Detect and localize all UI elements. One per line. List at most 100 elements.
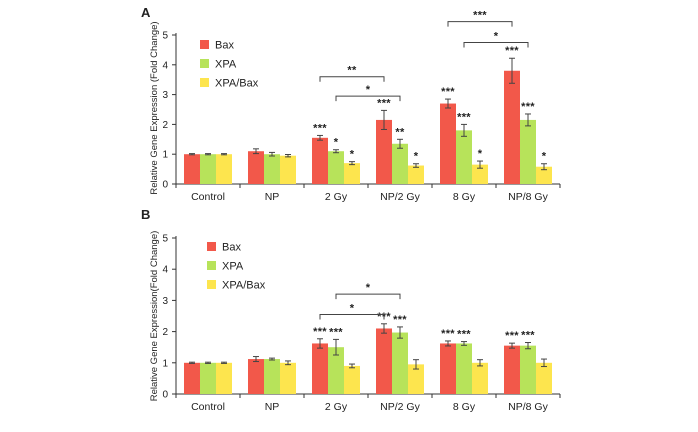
- significance-label: ***: [441, 86, 455, 98]
- bar: [184, 154, 200, 184]
- x-tick-label: NP/8 Gy: [508, 191, 548, 203]
- legend: Bax XPA XPA/Bax: [200, 40, 259, 90]
- legend-label: XPA/Bax: [215, 78, 259, 90]
- significance-label: ***: [521, 330, 535, 342]
- x-tick-label: NP: [265, 191, 280, 203]
- bar: [264, 359, 280, 394]
- x-tick-label: 2 Gy: [325, 191, 348, 203]
- bar: [440, 103, 456, 184]
- legend-label: Bax: [222, 242, 241, 254]
- bar: [456, 343, 472, 394]
- legend-swatch: [200, 40, 209, 49]
- significance-label: ***: [313, 326, 327, 338]
- significance-label: *: [478, 148, 483, 160]
- y-tick-label: 2: [162, 327, 168, 338]
- x-tick-label: NP/8 Gy: [508, 401, 548, 413]
- bar: [376, 328, 392, 394]
- legend-swatch: [207, 261, 216, 270]
- bar: [456, 130, 472, 184]
- bar: [280, 362, 296, 394]
- bar: [264, 154, 280, 184]
- legend-swatch: [200, 78, 209, 87]
- y-tick-label: 5: [162, 31, 168, 42]
- panel-letter: B: [141, 207, 150, 222]
- significance-bracket: *: [335, 84, 401, 102]
- bar: [520, 345, 536, 394]
- significance-label: ***: [505, 45, 519, 57]
- bracket-line: [335, 95, 401, 102]
- legend-label: XPA/Bax: [222, 280, 266, 292]
- bar: [392, 332, 408, 394]
- bracket-line: [463, 41, 529, 48]
- bar: [216, 154, 232, 184]
- legend: Bax XPA XPA/Bax: [207, 242, 266, 292]
- x-tick-label: Control: [191, 401, 225, 413]
- significance-bracket: *: [463, 30, 529, 48]
- x-tick-label: NP/2 Gy: [380, 401, 420, 413]
- y-tick-label: 3: [162, 90, 168, 101]
- bar: [376, 119, 392, 184]
- legend-swatch: [207, 280, 216, 289]
- bar: [536, 166, 552, 184]
- bar: [280, 155, 296, 184]
- significance-label: ***: [377, 97, 391, 109]
- bracket-line: [319, 76, 385, 82]
- significance-label: ***: [457, 111, 471, 123]
- bar: [408, 364, 424, 394]
- bar: [344, 163, 360, 184]
- y-axis-label: Relative Gene Expression(Fold Change): [149, 231, 160, 402]
- x-tick-label: 8 Gy: [453, 191, 476, 203]
- x-tick-label: 2 Gy: [325, 401, 348, 413]
- bar: [344, 365, 360, 394]
- bracket-label: **: [347, 65, 357, 77]
- bracket-label: *: [494, 30, 499, 42]
- legend-label: XPA: [215, 59, 237, 71]
- legend-swatch: [207, 242, 216, 251]
- significance-bracket: **: [319, 65, 385, 82]
- legend-swatch: [200, 59, 209, 68]
- bracket-line: [447, 21, 513, 27]
- bar: [440, 343, 456, 394]
- x-tick-label: Control: [191, 191, 225, 203]
- significance-label: ***: [393, 314, 407, 326]
- y-tick-label: 4: [162, 265, 168, 276]
- significance-label: ***: [521, 101, 535, 113]
- bracket-label: ***: [473, 10, 487, 22]
- panel-letter: A: [141, 5, 151, 20]
- bar: [312, 343, 328, 394]
- significance-label: ***: [441, 328, 455, 340]
- bar: [520, 119, 536, 184]
- bar: [312, 137, 328, 184]
- significance-bracket: ***: [447, 10, 513, 27]
- significance-label: ***: [329, 326, 343, 338]
- significance-label: *: [334, 137, 339, 149]
- bracket-label: *: [366, 84, 371, 96]
- significance-label: *: [350, 149, 355, 161]
- bar: [200, 154, 216, 184]
- bar: [504, 345, 520, 394]
- bracket-label: *: [366, 282, 371, 294]
- y-tick-label: 5: [162, 234, 168, 245]
- significance-label: *: [542, 151, 547, 163]
- panel-b: B Relative Gene Expression(Fold Change) 0 1…: [141, 207, 561, 413]
- bracket-label: *: [350, 302, 355, 314]
- bar: [472, 164, 488, 184]
- y-axis-label: Relative Gene Expression (Fold Change): [149, 21, 160, 194]
- x-tick-label: 8 Gy: [453, 401, 476, 413]
- bar: [200, 362, 216, 394]
- significance-bracket: *: [335, 282, 401, 300]
- x-tick-label: NP: [265, 401, 280, 413]
- y-tick-label: 1: [162, 358, 168, 369]
- bar: [248, 359, 264, 394]
- legend-label: Bax: [215, 40, 234, 52]
- significance-bracket: *: [319, 302, 385, 320]
- bar: [216, 362, 232, 394]
- bar: [392, 143, 408, 184]
- bar: [408, 165, 424, 184]
- y-tick-label: 3: [162, 296, 168, 307]
- y-tick-label: 1: [162, 150, 168, 161]
- significance-label: **: [395, 126, 405, 138]
- bracket-line: [335, 293, 401, 300]
